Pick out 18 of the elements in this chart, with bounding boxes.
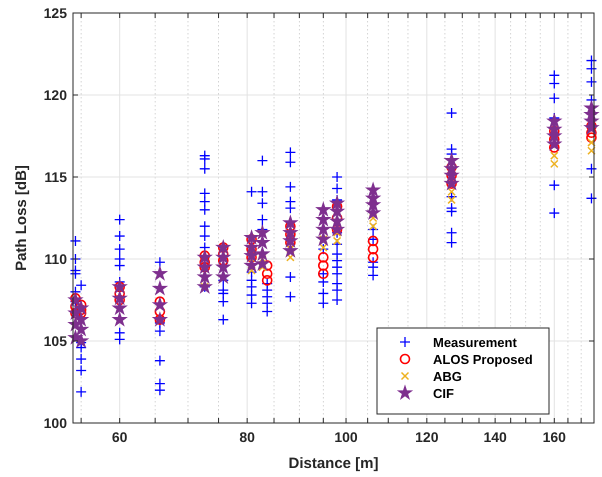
- legend-label: Measurement: [433, 335, 518, 350]
- x-tick-label: 120: [415, 429, 439, 445]
- x-axis-title: Distance [m]: [288, 455, 379, 472]
- x-tick-label: 140: [483, 429, 508, 445]
- y-tick-label: 125: [44, 5, 68, 21]
- legend-label: ABG: [433, 369, 462, 384]
- x-tick-label: 100: [334, 429, 358, 445]
- legend-label: CIF: [433, 386, 454, 401]
- legend-label: ALOS Proposed: [433, 352, 533, 367]
- y-tick-label: 105: [44, 333, 68, 349]
- y-tick-label: 115: [44, 169, 68, 185]
- x-tick-label: 160: [542, 429, 566, 445]
- y-tick-label: 110: [44, 251, 68, 267]
- x-tick-label: 60: [112, 429, 128, 445]
- y-tick-label: 120: [44, 87, 68, 103]
- x-tick-label: 80: [239, 429, 256, 445]
- y-axis-title: Path Loss [dB]: [13, 165, 30, 271]
- y-tick-label: 100: [44, 415, 68, 431]
